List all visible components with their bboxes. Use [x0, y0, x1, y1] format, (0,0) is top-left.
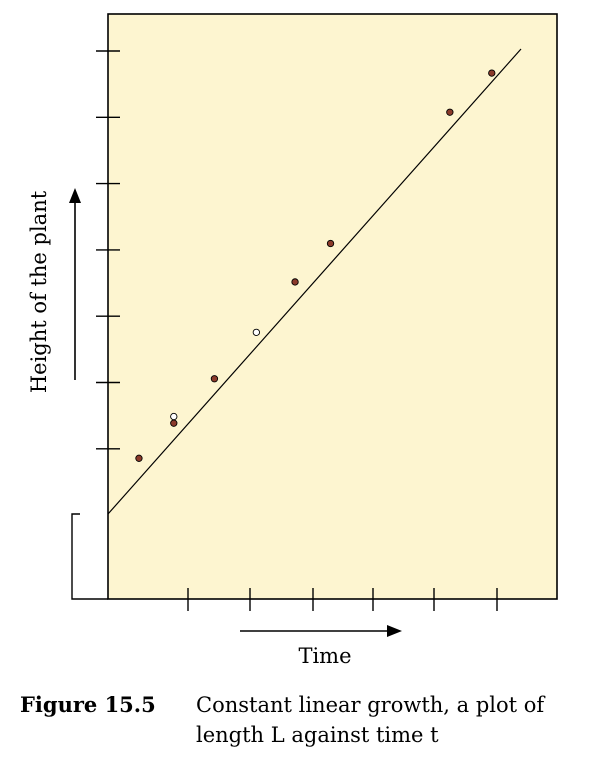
- data-point: [488, 69, 496, 77]
- y-axis-arrow: [69, 188, 81, 380]
- data-point-open: [170, 412, 178, 421]
- data-point: [326, 239, 335, 248]
- y-axis-label: Height of the plant: [27, 190, 51, 393]
- plot-area: [107, 13, 558, 600]
- data-point: [446, 108, 454, 116]
- y-axis-bracket: [71, 513, 108, 600]
- data-points: [135, 69, 496, 462]
- data-point: [291, 278, 299, 286]
- x-axis-label: Time: [298, 644, 351, 668]
- chart: Height of the plant Time: [27, 13, 558, 668]
- data-point-open: [252, 328, 261, 336]
- x-axis-arrow: [240, 625, 402, 637]
- x-axis-ticks: [187, 588, 498, 611]
- y-axis-ticks: [96, 50, 120, 450]
- figure-caption-text: Constant linear growth, a plot of length…: [196, 693, 545, 747]
- data-point: [170, 419, 178, 427]
- figure-number: Figure 15.5: [20, 692, 156, 717]
- trend-line: [107, 48, 522, 515]
- data-point: [135, 454, 143, 462]
- data-point: [210, 375, 219, 383]
